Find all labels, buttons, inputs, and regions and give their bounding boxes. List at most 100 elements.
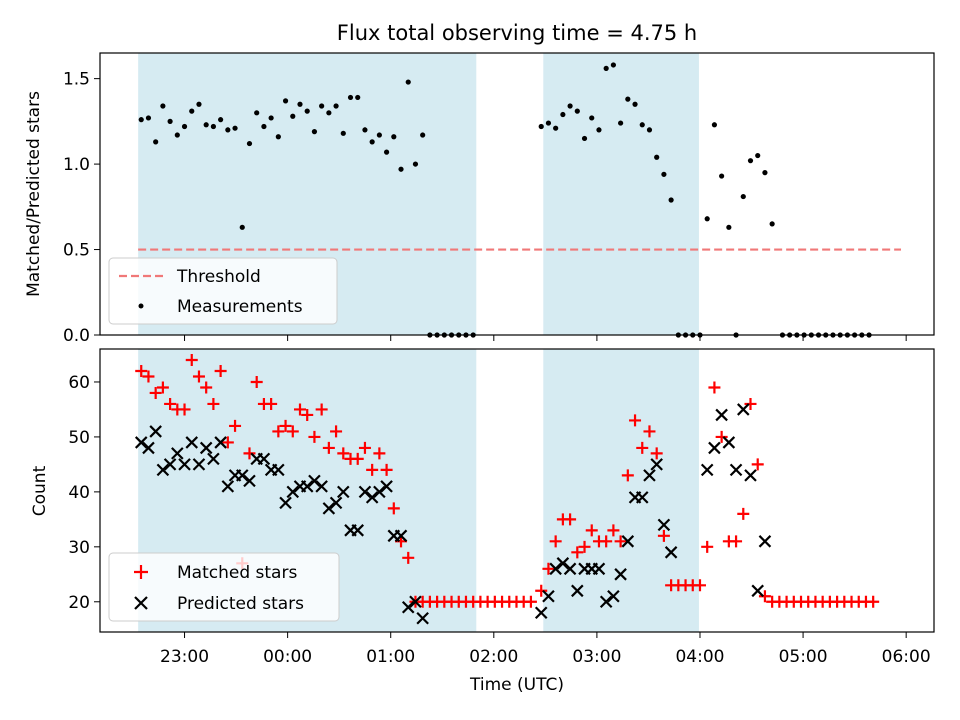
matched-star-marker [178,403,191,416]
matched-star-marker [322,441,335,454]
predicted-star-marker [192,458,206,471]
measurement-point [596,127,602,133]
measurement-point [545,120,552,126]
predicted-star-marker [737,403,750,416]
predicted-star-marker [715,408,728,422]
predicted-star-marker [207,452,220,466]
matched-star-marker [330,425,343,438]
matched-star-marker [243,447,256,460]
matched-star-marker [200,381,213,394]
measurement-point [719,173,725,179]
top-ytick-label: 0.0 [63,326,90,346]
measurement-point [661,171,667,177]
predicted-star-marker [563,562,577,576]
measurement-point [668,197,674,203]
top-ytick-label: 1.5 [63,70,90,90]
predicted-star-marker [729,463,743,477]
matched-star-marker [293,403,306,416]
matched-star-marker [535,584,548,597]
top-legend-box [108,257,338,325]
legend-threshold-label: Threshold [176,267,261,287]
measurement-point [538,123,544,130]
xtick-label: 04:00 [675,647,724,667]
matched-star-marker [600,535,613,548]
measurement-point [632,101,638,107]
measurement-point [762,170,768,176]
predicted-star-marker [571,584,584,598]
measurement-point [340,130,346,136]
matched-star-marker [542,562,555,575]
measurement-point [145,115,152,121]
measurement-point [355,94,361,101]
matched-star-marker [693,579,706,592]
measurement-point [268,115,274,121]
measurement-point [646,127,653,133]
top-y-ticks: 0.0 0.5 1.0 1.5 [63,70,100,346]
top-ytick-label: 1.0 [63,155,90,175]
matched-star-marker [265,397,278,410]
predicted-star-marker [549,562,562,576]
predicted-star-marker [607,590,620,603]
predicted-star-marker [643,469,656,482]
top-y-axis-label: Matched/Predicted stars [24,91,44,297]
measurement-point [639,122,645,128]
predicted-star-marker [365,491,379,504]
measurement-point [174,132,180,138]
measurement-point [225,127,231,133]
predicted-star-marker [409,595,422,609]
bottom-legend: Matched stars Predicted stars [108,552,340,622]
matched-star-marker [185,353,198,366]
matched-star-marker [549,535,562,548]
measurement-point [553,125,559,131]
matched-star-marker [629,414,642,427]
predicted-star-marker [149,425,162,438]
top-ytick-label: 0.5 [63,241,90,261]
predicted-star-marker [286,485,300,499]
matched-star-marker [156,381,169,394]
measurement-point [189,108,195,114]
predicted-star-points [134,403,772,625]
matched-star-marker [301,408,314,421]
predicted-star-marker [394,529,408,543]
predicted-star-marker [592,562,606,576]
matched-star-marker [373,447,386,460]
matched-star-marker [229,419,242,432]
measurement-point [740,193,746,200]
matched-star-marker [250,375,263,388]
measurement-point [347,94,354,101]
bottom-panel: 20 30 40 50 60 23:00 00:00 01:00 02:00 03:00 04:0… [30,348,935,695]
measurement-point [560,111,566,118]
measurement-point [218,117,224,123]
bottom-y-ticks: 20 30 40 50 60 [68,373,100,613]
measurement-point [567,103,573,109]
measurement-point [581,135,588,142]
measurement-points [138,62,872,338]
x-axis-label: Time (UTC) [469,675,564,695]
predicted-star-marker [657,518,671,532]
top-panel: 0.0 0.5 1.0 1.5 Matched/Predicted stars Thr… [24,52,935,346]
matched-star-marker [614,535,627,548]
measurement-point [290,113,296,119]
measurement-point [261,123,267,130]
measurement-point [726,224,732,230]
predicted-star-marker [142,441,155,455]
measurement-point [232,125,238,131]
measurement-point [654,154,660,160]
measurement-point [398,166,404,172]
measurement-point [755,152,761,159]
measurement-point [625,96,631,102]
predicted-star-marker [163,458,177,471]
matched-star-marker [636,441,649,454]
matched-star-marker [214,364,227,377]
predicted-star-marker [272,463,285,477]
measurement-point [311,129,318,135]
measurement-point [304,108,310,114]
measurement-point [297,101,303,107]
bottom-axes-frame [99,348,935,633]
measurement-point [138,117,144,123]
top-axes-frame [99,52,935,336]
measurement-point [275,134,281,140]
measurement-point [405,79,411,85]
predicted-star-marker [156,463,170,477]
